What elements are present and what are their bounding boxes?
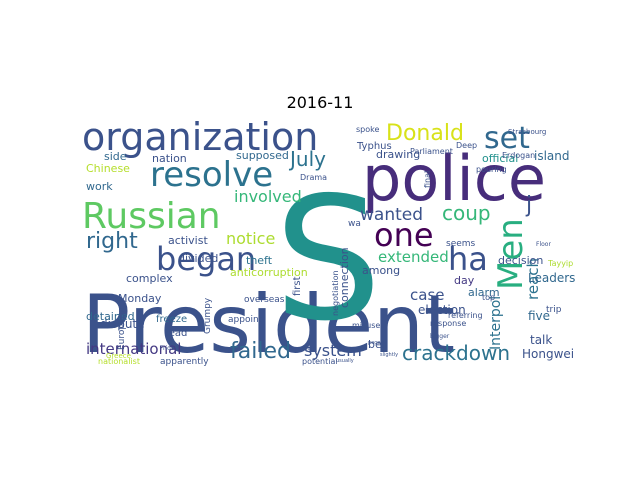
word-referring: referring <box>448 311 483 320</box>
word-notice: notice <box>226 229 275 248</box>
word-monday: Monday <box>118 292 162 305</box>
word-theft: theft <box>246 254 273 267</box>
word-international: international <box>86 340 181 358</box>
word-anticorruption: anticorruption <box>230 266 308 279</box>
word-talk: talk <box>530 333 552 347</box>
word-floor: Floor <box>536 241 551 248</box>
word-european: European <box>117 307 127 350</box>
word-side: side <box>104 150 127 163</box>
word-ha: ha <box>448 240 488 278</box>
word-deep: Deep <box>456 141 477 150</box>
word-nation: nation <box>152 152 187 165</box>
word-island: island <box>534 149 570 163</box>
word-july: July <box>288 147 326 171</box>
word-system: system <box>304 341 362 360</box>
word-connection: connection <box>338 247 351 308</box>
word-donald: Donald <box>386 121 464 146</box>
word-divided: divided <box>178 252 218 265</box>
word-wa: wa <box>348 219 361 229</box>
word-police: police <box>362 142 546 215</box>
word-work: work <box>86 180 113 193</box>
word-extended: extended <box>378 248 449 266</box>
word-trip: trip <box>546 305 562 315</box>
word-first: first <box>292 276 303 296</box>
word-activist: activist <box>168 234 208 247</box>
word-complex: complex <box>126 272 173 285</box>
word-official: official <box>482 152 518 165</box>
word-typhus: Typhus <box>356 141 392 152</box>
word-overseas: overseas <box>244 295 285 305</box>
word-set: set <box>484 121 530 156</box>
word-began: began <box>156 240 256 278</box>
word-reach: reach <box>524 258 542 300</box>
word-erdogan: Erdogan <box>502 151 535 160</box>
word-bell: bell <box>368 338 388 351</box>
word-coup: coup <box>442 201 491 225</box>
word-elect: elect <box>300 346 312 352</box>
word-potential: potential <box>302 357 338 366</box>
cloud-background <box>80 118 560 358</box>
word-detained: detained <box>86 310 135 323</box>
word-president: President <box>82 278 455 371</box>
word-misuse: misuse <box>352 321 380 330</box>
word-negotiation: negotiation <box>331 270 340 316</box>
word-hongwei: Hongwei <box>522 347 574 361</box>
word-greece: Greece <box>106 352 131 360</box>
word-supposed: supposed <box>236 149 289 162</box>
chart-title: 2016-11 <box>286 93 354 112</box>
word-tayyip: Tayyip <box>547 259 573 268</box>
word-appoint: appoint <box>228 315 263 325</box>
word-election: election <box>418 303 466 317</box>
word-one: one <box>374 216 434 254</box>
word-spoke: spoke <box>356 125 379 134</box>
word-drawing: drawing <box>376 148 420 161</box>
word-final: final <box>423 171 432 188</box>
word-freeze: freeze <box>156 314 187 325</box>
word-lead: lead <box>166 328 187 339</box>
word-involved: involved <box>234 187 302 206</box>
word-case: case <box>410 286 444 304</box>
word-right: right <box>86 229 138 254</box>
word-slightly: slightly <box>380 352 398 358</box>
word-five: five <box>528 309 550 323</box>
word-usually: usually <box>336 358 354 364</box>
word-s: S <box>274 161 382 359</box>
word-interpol: Interpol <box>488 296 504 350</box>
word-decision: decision <box>498 254 543 267</box>
word-apparently: apparently <box>160 357 209 367</box>
word-parliament: Parliament <box>410 147 453 156</box>
word-response: response <box>430 319 466 328</box>
word-drama: Drama <box>300 173 327 182</box>
word-seems: seems <box>446 239 476 249</box>
word-friday: Friday <box>160 345 179 352</box>
word-nationalist: nationalist <box>98 357 140 366</box>
word-russian: Russian <box>82 196 221 237</box>
word-pouring: pouring <box>476 165 507 174</box>
word-resolve: resolve <box>150 155 273 195</box>
word-wanted: wanted <box>360 205 423 225</box>
word-top: top <box>482 293 495 302</box>
word-grumpy: Grumpy <box>203 297 213 334</box>
word-day: day <box>454 274 475 287</box>
word-dispute: dispute <box>100 317 145 331</box>
word-crackdown: crackdown <box>402 341 510 365</box>
word-chinese: Chinese <box>86 162 130 175</box>
word-strasbourg: Strasbourg <box>508 128 546 136</box>
word-bigger: bigger <box>430 333 450 340</box>
word-j: j <box>525 193 532 218</box>
word-failed: failed <box>230 339 291 364</box>
word-men: Men <box>491 218 531 290</box>
word-people: people <box>368 340 385 346</box>
word-among: among <box>362 264 400 277</box>
word-leaders: Leaders <box>528 271 575 285</box>
word-alarm: alarm <box>468 286 500 299</box>
word-organization: organization <box>82 115 318 159</box>
